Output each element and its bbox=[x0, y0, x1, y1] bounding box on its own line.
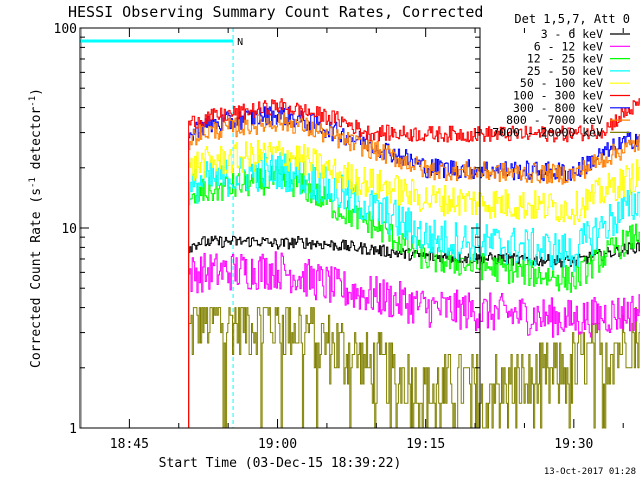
series-layer bbox=[188, 98, 640, 429]
legend-label: 800 - 7000 keV bbox=[506, 113, 603, 127]
series-line bbox=[188, 98, 640, 428]
series-line bbox=[188, 140, 640, 428]
x-tick-label: 18:45 bbox=[110, 437, 149, 452]
series-line bbox=[188, 106, 640, 428]
series-line bbox=[188, 235, 640, 428]
legend-label: 12 - 25 keV bbox=[527, 52, 603, 66]
series-line bbox=[188, 152, 640, 428]
y-axis-label: Corrected Count Rate (s-1 detector-1) bbox=[28, 88, 44, 368]
y-tick-label: 10 bbox=[61, 222, 77, 237]
legend-label: 50 - 100 keV bbox=[520, 76, 603, 90]
legend-label: 25 - 50 keV bbox=[527, 64, 603, 78]
x-tick-label: 19:30 bbox=[554, 437, 593, 452]
series-line bbox=[188, 307, 640, 429]
x-axis-label: Start Time (03-Dec-15 18:39:22) bbox=[159, 456, 402, 471]
series-line bbox=[188, 251, 640, 428]
y-tick-label: 100 bbox=[54, 22, 77, 37]
footer-date: 13-Oct-2017 01:28 bbox=[544, 467, 636, 477]
x-tick-label: 19:15 bbox=[406, 437, 445, 452]
series-line bbox=[188, 112, 640, 428]
legend-label: 6 - 12 keV bbox=[534, 39, 603, 53]
legend-label: 3 - 6 keV bbox=[541, 27, 603, 41]
legend-label: 100 - 300 keV bbox=[513, 89, 603, 103]
legend-title: Det 1,5,7, Att 0 bbox=[514, 12, 630, 26]
y-axis: 1 10 100 bbox=[54, 22, 480, 437]
chart-title: HESSI Observing Summary Count Rates, Cor… bbox=[68, 3, 483, 21]
legend-label: 300 - 800 keV bbox=[513, 101, 603, 115]
x-tick-label: 19:00 bbox=[258, 437, 297, 452]
y-tick-label: 1 bbox=[69, 422, 77, 437]
legend-label: 7000 - 20000 keV bbox=[492, 125, 603, 139]
night-label: N bbox=[237, 37, 243, 48]
plot-area: N bbox=[79, 27, 640, 429]
